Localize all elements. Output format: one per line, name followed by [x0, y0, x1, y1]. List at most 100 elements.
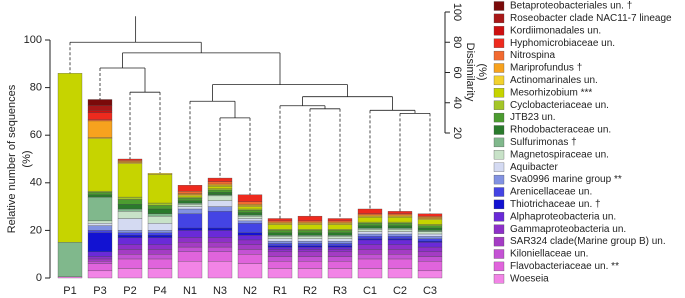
bar-segment: [387, 231, 413, 235]
legend-swatch: [493, 88, 505, 98]
bar-segment: [117, 161, 143, 163]
bar-segment: [87, 220, 113, 224]
bar-segment: [147, 254, 173, 260]
bar-segment: [417, 238, 443, 242]
bar-segment: [267, 240, 293, 244]
bar-segment: [297, 230, 323, 233]
bar-segment: [327, 236, 353, 239]
bar-segment: [177, 190, 203, 194]
bar-segment: [297, 261, 323, 269]
bar-segment: [297, 240, 323, 244]
bar-segment: [177, 198, 203, 201]
bar-segment: [177, 213, 203, 229]
bar-segment: [117, 258, 143, 269]
bar-segment: [387, 227, 413, 230]
legend-swatch: [493, 38, 505, 48]
bar-segment: [237, 235, 263, 241]
bar-segment: [237, 206, 263, 210]
bar-segment: [147, 237, 173, 245]
bar-segment: [207, 227, 233, 231]
bar-segment: [417, 219, 443, 225]
bar-segment: [387, 213, 413, 216]
bar-segment: [387, 249, 413, 255]
bar-segment: [147, 215, 173, 224]
bar-segment: [327, 232, 353, 236]
bar-segment: [417, 224, 443, 226]
bar-segment: [357, 249, 383, 255]
bar-segment: [297, 245, 323, 248]
bar-segment: [297, 223, 323, 225]
y2-tick-label: 80: [451, 36, 463, 48]
bar-segment: [57, 242, 83, 277]
bar-segment: [267, 245, 293, 248]
x-tick-label: P1: [63, 285, 76, 297]
bar-segment: [297, 221, 323, 224]
bar-segment: [387, 223, 413, 226]
legend-swatch: [493, 75, 505, 86]
bar-segment: [417, 218, 443, 220]
legend-label: Cyclobacteriaceae un.: [510, 100, 609, 111]
bar-segment: [297, 229, 323, 231]
bar-segment: [387, 217, 413, 223]
bar-segment: [207, 251, 233, 262]
bar-segment: [177, 193, 203, 195]
bar-segment: [177, 208, 203, 214]
bar-segment: [207, 186, 233, 189]
legend-swatch: [493, 26, 505, 36]
bar-segment: [57, 276, 83, 279]
bar-segment: [237, 214, 263, 217]
bar-segment: [57, 73, 83, 243]
bar-segment: [207, 189, 233, 193]
legend-label: Kordiimonadales un.: [510, 25, 601, 36]
bar-segment: [177, 195, 203, 198]
y2-axis-label: Dissimilarity: [464, 43, 476, 102]
bar-segment: [387, 239, 413, 245]
bar-segment: [117, 162, 143, 164]
bar-segment: [147, 174, 173, 204]
bar-segment: [417, 251, 443, 257]
bar-segment: [177, 237, 203, 243]
bar-segment: [417, 246, 443, 252]
legend-label: Roseobacter clade NAC11-7 lineage: [510, 13, 672, 24]
bar-segment: [117, 158, 143, 161]
bar-segment: [237, 208, 263, 211]
legend-swatch: [493, 100, 505, 110]
bar-segment: [177, 230, 203, 238]
bar-segment: [387, 211, 413, 214]
y2-tick-label: 40: [451, 97, 463, 109]
bar-segment: [147, 244, 173, 250]
bar-segment: [117, 163, 143, 198]
bar-segment: [357, 258, 383, 269]
bar-segment: [327, 243, 353, 247]
bar-segment: [267, 236, 293, 239]
bar-segment: [207, 230, 233, 238]
bar-segment: [177, 202, 203, 205]
y-tick-label: 40: [30, 177, 42, 189]
bar-segment: [237, 244, 263, 250]
bar-segment: [237, 218, 263, 222]
bar-segment: [297, 238, 323, 242]
bar-segment: [357, 229, 383, 232]
bar-segment: [417, 270, 443, 279]
bar-segment: [237, 220, 263, 224]
bar-segment: [327, 268, 353, 279]
bar-segment: [147, 205, 173, 210]
bar-segment: [87, 232, 113, 252]
bar-segment: [267, 230, 293, 233]
bar-segment: [117, 208, 143, 212]
bar-segment: [327, 249, 353, 252]
bar-segment: [357, 244, 383, 250]
bar-segment: [117, 268, 143, 279]
bar-segment: [357, 208, 383, 214]
x-tick-label: P4: [153, 285, 166, 297]
bar-segment: [327, 229, 353, 231]
bar-segment: [387, 214, 413, 217]
bar-segment: [207, 237, 233, 243]
bar-segment: [237, 263, 263, 279]
bar-segment: [147, 230, 173, 233]
bar-segment: [267, 235, 293, 237]
bar-segment: [207, 181, 233, 185]
bar-segment: [87, 223, 113, 226]
bar-segment: [327, 230, 353, 233]
bar-segment: [237, 239, 263, 245]
